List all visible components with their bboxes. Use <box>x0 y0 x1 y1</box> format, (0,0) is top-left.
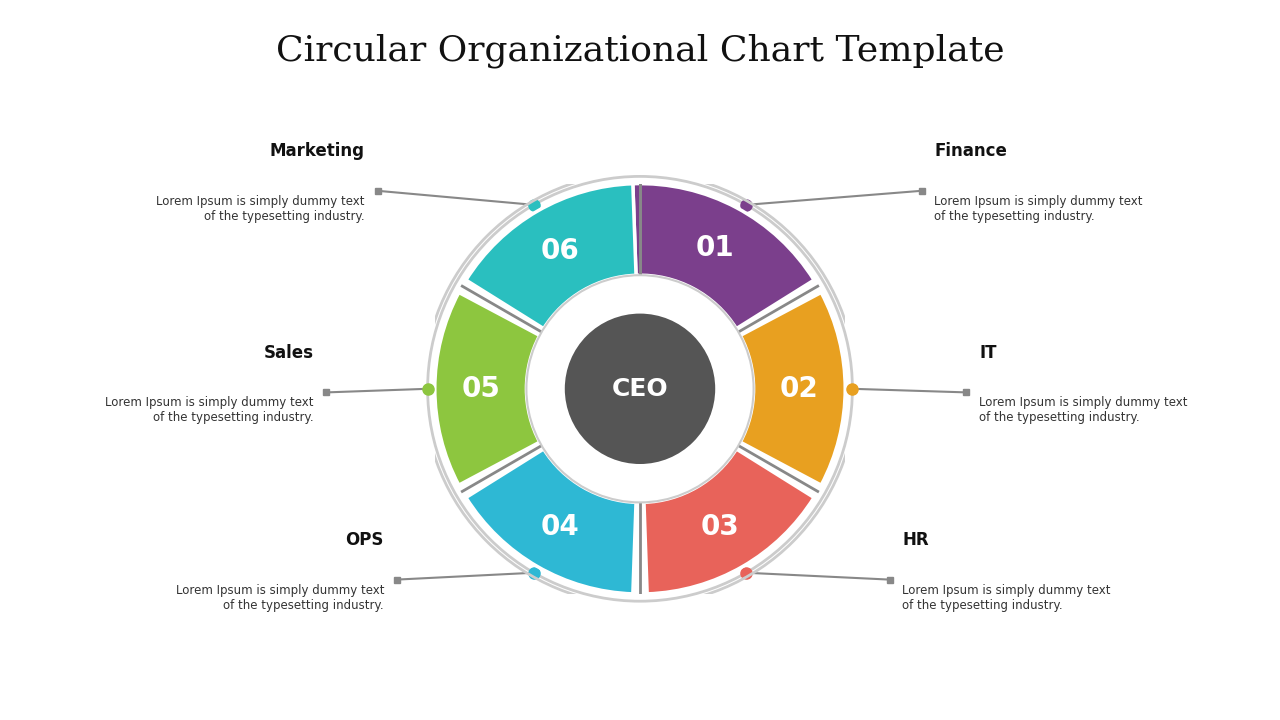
Text: Sales: Sales <box>264 344 314 361</box>
Text: Circular Organizational Chart Template: Circular Organizational Chart Template <box>275 33 1005 68</box>
Wedge shape <box>435 292 540 485</box>
Text: Finance: Finance <box>934 142 1007 160</box>
Text: Lorem Ipsum is simply dummy text
of the typesetting industry.: Lorem Ipsum is simply dummy text of the … <box>105 397 314 424</box>
Text: 06: 06 <box>541 237 580 265</box>
Text: 03: 03 <box>700 513 739 541</box>
Text: Lorem Ipsum is simply dummy text
of the typesetting industry.: Lorem Ipsum is simply dummy text of the … <box>156 195 365 222</box>
Wedge shape <box>740 292 845 485</box>
Wedge shape <box>466 184 636 328</box>
Circle shape <box>563 312 717 466</box>
Circle shape <box>526 275 754 503</box>
Text: 05: 05 <box>461 375 500 402</box>
Text: 02: 02 <box>780 375 819 402</box>
Text: 04: 04 <box>541 513 580 541</box>
Text: Lorem Ipsum is simply dummy text
of the typesetting industry.: Lorem Ipsum is simply dummy text of the … <box>934 195 1143 222</box>
Text: Marketing: Marketing <box>270 142 365 160</box>
Text: Lorem Ipsum is simply dummy text
of the typesetting industry.: Lorem Ipsum is simply dummy text of the … <box>979 397 1188 424</box>
Wedge shape <box>632 184 814 328</box>
Text: CEO: CEO <box>612 377 668 401</box>
Wedge shape <box>466 449 636 594</box>
Text: HR: HR <box>902 531 929 549</box>
Text: IT: IT <box>979 344 997 361</box>
Wedge shape <box>644 449 814 594</box>
Text: OPS: OPS <box>346 531 384 549</box>
Text: 01: 01 <box>695 234 735 262</box>
Text: Lorem Ipsum is simply dummy text
of the typesetting industry.: Lorem Ipsum is simply dummy text of the … <box>902 584 1111 611</box>
Text: Lorem Ipsum is simply dummy text
of the typesetting industry.: Lorem Ipsum is simply dummy text of the … <box>175 584 384 611</box>
